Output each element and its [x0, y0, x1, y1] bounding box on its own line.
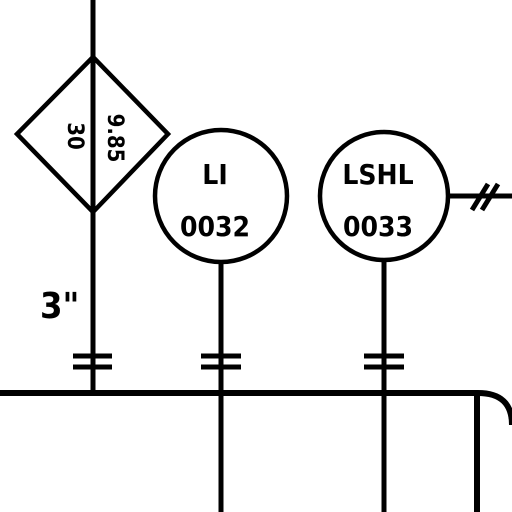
- instrument-li-number: 0032: [180, 210, 250, 243]
- instrument-lshl-number: 0033: [343, 210, 413, 243]
- line-size-label: 3": [40, 286, 79, 327]
- flange-lshl: [364, 353, 404, 370]
- instrument-li-bubble: [152, 127, 290, 265]
- instrument-li: LI 0032: [152, 127, 290, 393]
- flange-li: [201, 353, 241, 370]
- signal-hash-marks: [469, 182, 501, 212]
- diamond-left-value: 30: [62, 122, 87, 150]
- vessel-outline: [0, 390, 512, 426]
- instrument-li-function: LI: [202, 158, 227, 191]
- diamond-right-value: 9.85: [102, 114, 127, 163]
- flange-left: [73, 353, 112, 370]
- diamond-symbol: 30 9.85: [13, 53, 172, 216]
- instrument-lshl-function: LSHL: [342, 158, 413, 191]
- instrument-lshl: LSHL 0033: [317, 129, 512, 393]
